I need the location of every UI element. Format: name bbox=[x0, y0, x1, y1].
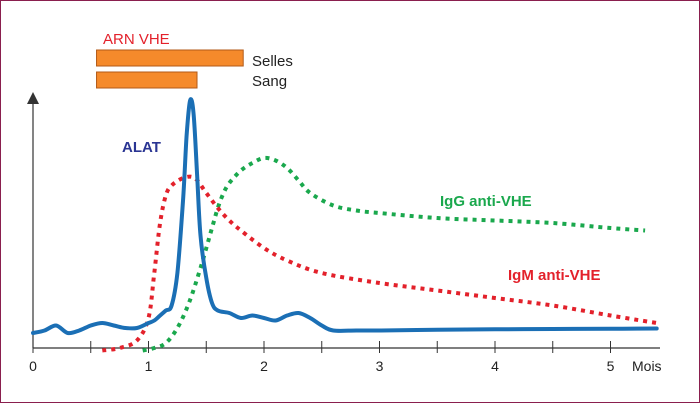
rna-bar-sang bbox=[96, 71, 198, 89]
x-tick-label: 3 bbox=[376, 358, 384, 374]
series-label-igm: IgM anti-VHE bbox=[508, 267, 601, 284]
series-line-alat bbox=[31, 97, 659, 336]
series-line-igg-anti-vhe bbox=[142, 155, 646, 353]
rna-bar-selles bbox=[96, 49, 244, 67]
series-group bbox=[31, 97, 659, 353]
labels: ARN VHE Selles Sang ALAT IgG anti-VHE Ig… bbox=[103, 31, 662, 374]
series-label-igg: IgG anti-VHE bbox=[440, 193, 532, 210]
bar-label-selles: Selles bbox=[252, 53, 293, 70]
series-label-alat: ALAT bbox=[122, 139, 161, 156]
bar-label-sang: Sang bbox=[252, 73, 287, 90]
bars-title: ARN VHE bbox=[103, 31, 170, 48]
axes: 0 1 2 3 4 5 bbox=[27, 92, 660, 374]
x-tick-label: 5 bbox=[607, 358, 615, 374]
x-tick-label: 1 bbox=[145, 358, 153, 374]
x-tick-label: 0 bbox=[29, 358, 37, 374]
x-tick-label: 4 bbox=[491, 358, 499, 374]
x-tick-label: 2 bbox=[260, 358, 268, 374]
x-unit-label: Mois bbox=[632, 358, 662, 374]
rna-bars bbox=[96, 49, 244, 89]
series-line-igm-anti-vhe bbox=[102, 174, 658, 353]
